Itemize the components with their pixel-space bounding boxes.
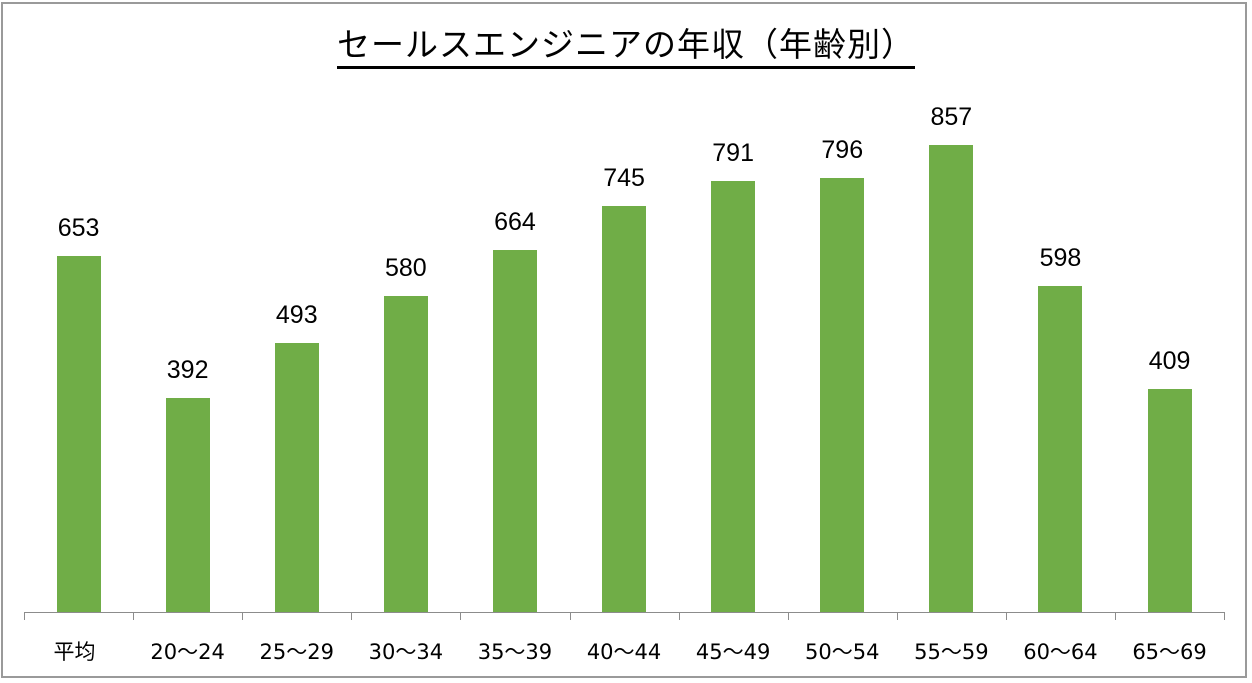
category-label: 20〜24 (150, 640, 225, 664)
data-label: 598 (1039, 244, 1082, 273)
category-label: 45〜49 (695, 640, 771, 664)
x-axis-tick (1224, 612, 1226, 620)
data-label: 857 (930, 102, 973, 131)
x-axis-tick (460, 612, 462, 620)
x-axis-tick (24, 612, 25, 620)
chart-title: セールスエンジニアの年収（年齢別） (0, 18, 1252, 69)
bar (929, 144, 974, 612)
bar (1038, 286, 1083, 612)
bar (274, 343, 319, 612)
x-axis-tick (1115, 612, 1116, 620)
category-label: 55〜59 (914, 640, 989, 664)
chart-title-text: セールスエンジニアの年収（年齢別） (337, 25, 915, 69)
data-label: 653 (57, 214, 100, 243)
x-axis-tick (678, 612, 680, 620)
bar (56, 256, 101, 612)
category-label: 平均 (53, 640, 96, 664)
x-axis-tick (242, 612, 244, 620)
category-label: 30〜34 (368, 640, 444, 664)
data-label: 392 (166, 356, 209, 385)
x-axis (24, 612, 1224, 613)
bar (383, 295, 428, 612)
x-axis-tick (351, 612, 353, 620)
category-label: 35〜39 (477, 640, 553, 664)
x-axis-tick (896, 612, 898, 620)
category-label: 65〜69 (1132, 640, 1207, 664)
bar (492, 250, 537, 612)
category-label: 60〜64 (1023, 640, 1098, 664)
category-label: 50〜54 (805, 640, 880, 664)
bar (602, 205, 647, 612)
bar (711, 180, 756, 612)
bar (165, 398, 210, 612)
data-label: 796 (821, 136, 864, 165)
x-axis-tick (1005, 612, 1007, 620)
x-axis-tick (569, 612, 571, 620)
data-label: 791 (712, 138, 754, 167)
bar (1147, 389, 1192, 612)
x-axis-tick (133, 612, 135, 620)
category-label: 25〜29 (259, 640, 334, 664)
x-axis-tick (787, 612, 789, 620)
data-label: 664 (494, 208, 536, 237)
data-label: 493 (275, 301, 318, 330)
data-label: 580 (384, 253, 427, 282)
category-label: 40〜44 (586, 640, 662, 664)
data-label: 745 (603, 163, 645, 192)
data-label: 409 (1148, 347, 1191, 376)
bar (820, 178, 865, 612)
